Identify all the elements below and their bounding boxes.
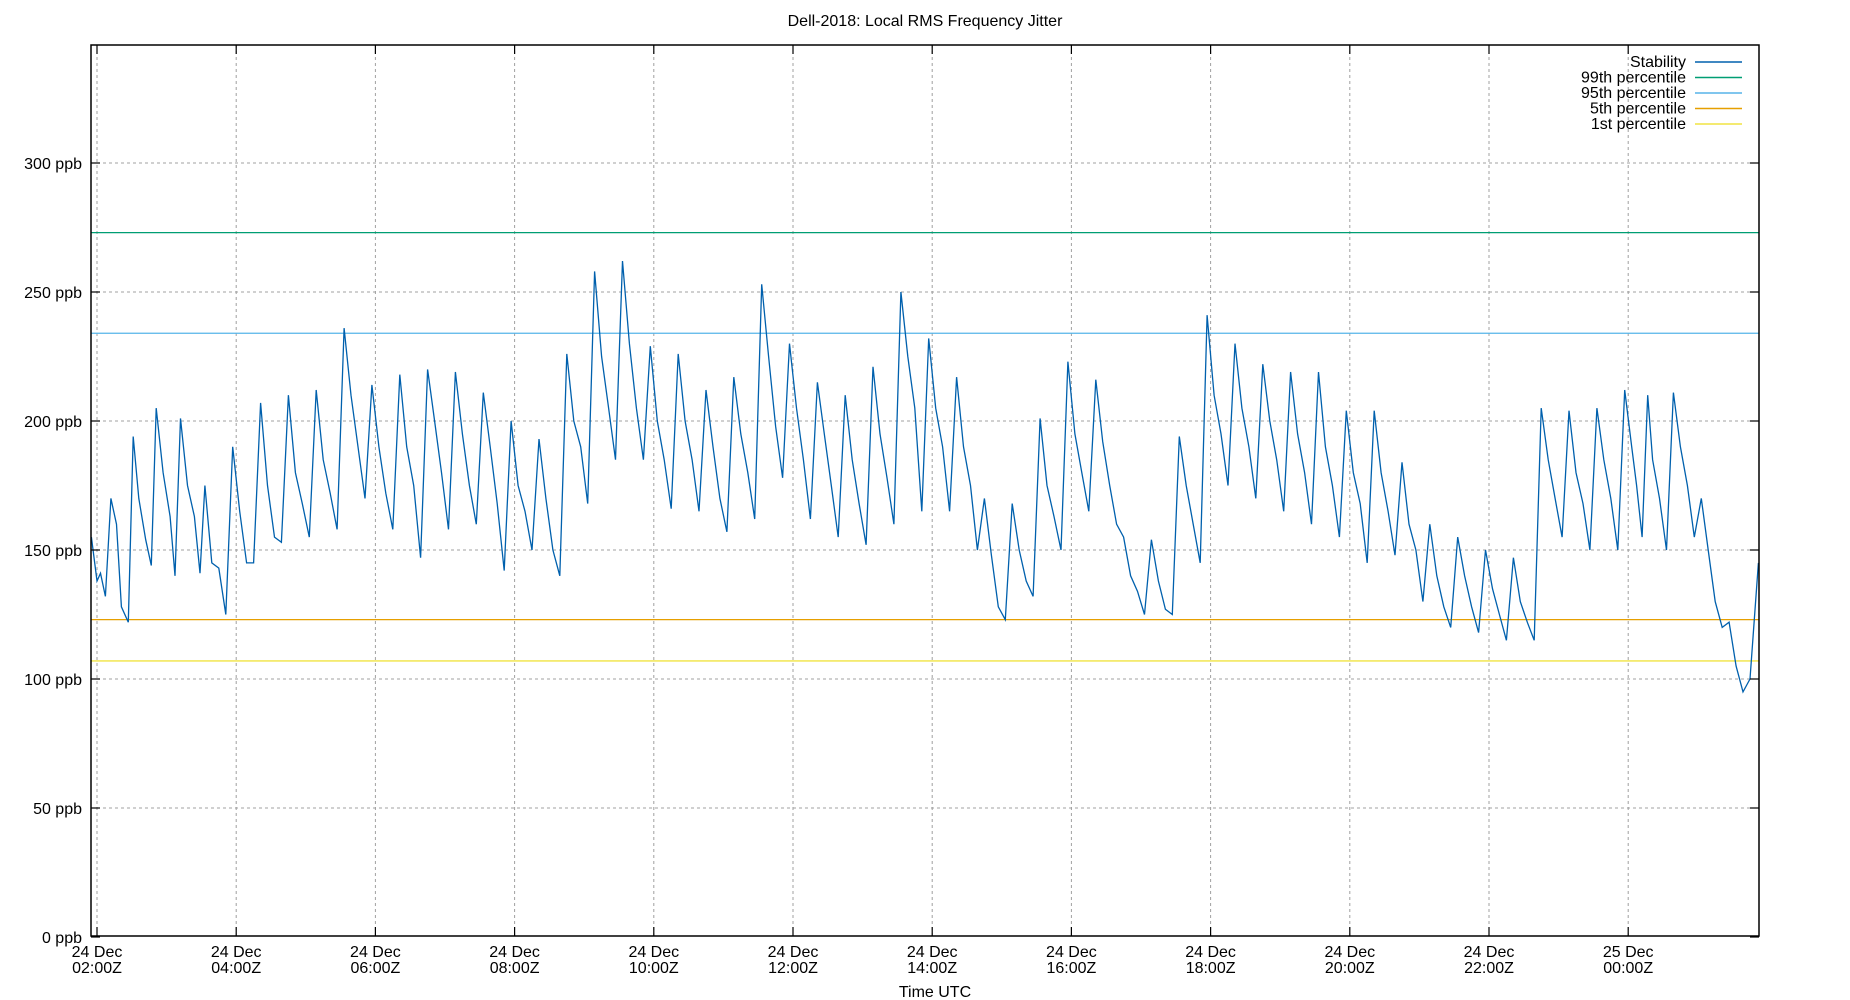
- x-tick-label-date: 24 Dec: [1324, 944, 1375, 961]
- y-axis-tick-labels: 0 ppb 50 ppb 100 ppb 150 ppb 200 ppb 250 ppb 3…: [24, 156, 82, 947]
- y-tick-label: 0 ppb: [42, 930, 82, 947]
- legend-item: 5th percentile: [1590, 101, 1742, 118]
- x-tick-label-date: 24 Dec: [1464, 944, 1515, 961]
- x-tick-label-date: 24 Dec: [1046, 944, 1097, 961]
- x-tick-label-time: 06:00Z: [350, 960, 400, 977]
- axis-ticks: [91, 45, 1759, 938]
- y-tick-label: 300 ppb: [24, 156, 82, 173]
- x-tick-label-date: 24 Dec: [211, 944, 262, 961]
- x-axis-label: Time UTC: [899, 984, 971, 1000]
- y-tick-label: 200 ppb: [24, 414, 82, 431]
- x-tick-label-date: 24 Dec: [350, 944, 401, 961]
- stability-series-line: [90, 260, 1760, 694]
- x-tick-label-time: 20:00Z: [1325, 960, 1375, 977]
- x-tick-label-time: 08:00Z: [490, 960, 540, 977]
- x-tick-label-date: 24 Dec: [489, 944, 540, 961]
- x-tick-label-time: 12:00Z: [768, 960, 818, 977]
- x-tick-label-time: 10:00Z: [629, 960, 679, 977]
- y-tick-label: 150 ppb: [24, 543, 82, 560]
- legend-item: 99th percentile: [1581, 70, 1742, 87]
- x-tick-label-time: 14:00Z: [907, 960, 957, 977]
- legend-label: 5th percentile: [1590, 101, 1686, 118]
- x-tick-label-time: 04:00Z: [211, 960, 261, 977]
- plot-frame: [90, 44, 1760, 937]
- grid-lines: [91, 45, 1759, 936]
- x-tick-label-time: 18:00Z: [1186, 960, 1236, 977]
- x-tick-label-date: 24 Dec: [907, 944, 958, 961]
- y-tick-label: 250 ppb: [24, 285, 82, 302]
- legend-label: 99th percentile: [1581, 70, 1686, 87]
- x-tick-label-date: 24 Dec: [1185, 944, 1236, 961]
- legend-item: 95th percentile: [1581, 85, 1742, 102]
- percentile-lines: [91, 232, 1759, 662]
- x-tick-label-date: 24 Dec: [628, 944, 679, 961]
- y-tick-label: 50 ppb: [33, 801, 82, 818]
- legend-item: Stability: [1630, 54, 1742, 71]
- x-tick-label-date: 24 Dec: [72, 944, 123, 961]
- x-tick-label-time: 00:00Z: [1603, 960, 1653, 977]
- y-tick-label: 100 ppb: [24, 672, 82, 689]
- legend-label: Stability: [1630, 54, 1686, 71]
- x-tick-label-time: 22:00Z: [1464, 960, 1514, 977]
- x-tick-label-time: 02:00Z: [72, 960, 122, 977]
- legend-item: 1st percentile: [1591, 116, 1742, 133]
- x-tick-label-date: 25 Dec: [1603, 944, 1654, 961]
- x-tick-label-time: 16:00Z: [1046, 960, 1096, 977]
- legend-label: 95th percentile: [1581, 85, 1686, 102]
- chart-title: Dell-2018: Local RMS Frequency Jitter: [788, 13, 1063, 30]
- legend-label: 1st percentile: [1591, 116, 1686, 133]
- x-tick-label-date: 24 Dec: [768, 944, 819, 961]
